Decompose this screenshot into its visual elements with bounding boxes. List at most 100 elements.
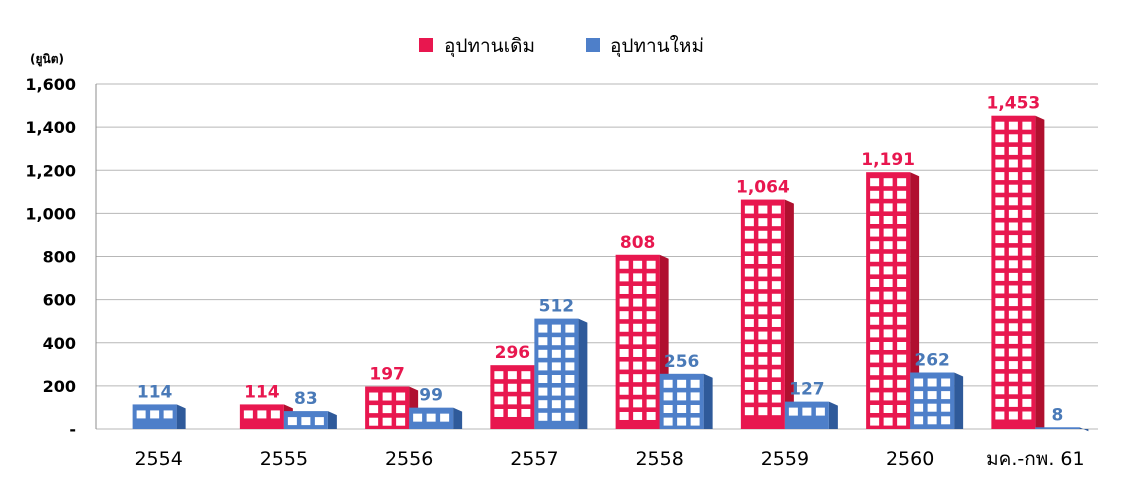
bar-window [771,243,781,252]
bar-window [257,410,267,419]
bar-window [744,344,754,353]
bar-window [758,331,768,340]
bar-window [369,392,379,401]
bar-window [995,197,1005,206]
x-axis-category-labels: 2554 2555 2556 2557 2558 2559 2560 มค.-กพ. 61 [134,448,1084,470]
y-tick-label: 800 [43,248,76,267]
bar-window [690,392,700,401]
bar-window [1008,386,1018,395]
data-label-series-0: 197 [369,365,405,385]
bar-window [995,235,1005,244]
bar-window [914,391,924,400]
bar-window [619,361,629,370]
bar-window [897,178,907,187]
bar-window [1022,260,1032,269]
y-axis-unit-label: (ยูนิต) [30,52,64,67]
bar-series-1 [659,373,713,429]
bar-window [883,203,893,212]
bar-window [633,386,643,395]
bar-window [883,190,893,199]
bar-window [1022,121,1032,130]
bar-window [565,375,575,383]
data-label-series-1: 83 [294,389,318,409]
y-tick-label: 1,200 [25,161,76,180]
bar-window [382,417,392,426]
bar-window [870,354,880,363]
bar-window [995,172,1005,181]
bar-window [619,399,629,408]
bar-window [538,400,548,409]
bar-window [883,316,893,325]
bar-window [663,405,673,413]
bar-window [744,407,754,416]
bar-window [744,205,754,214]
bar-window [565,349,575,358]
bar-window [633,298,643,307]
bar-window [1022,247,1032,256]
bar-window [744,255,754,264]
bar-window [758,268,768,277]
bar-window [802,407,812,416]
bar-window [619,336,629,345]
bar-window [1022,298,1032,307]
bar-window [870,379,880,388]
bar-window [538,337,548,346]
bar-window [382,392,392,401]
bar-window [633,323,643,332]
bar-series-0 [239,404,293,429]
bar-window [897,316,907,325]
bar-window [870,392,880,401]
bar-window [744,243,754,252]
bar-windows [136,410,173,419]
bar-side [910,172,920,430]
bar-window [941,403,951,412]
bar-window [1008,121,1018,130]
bar-windows [788,407,825,416]
bar-window [1022,285,1032,294]
bar-side [176,404,186,429]
bar-window [744,281,754,290]
y-tick-label: 1,600 [25,75,76,94]
bar-window [771,205,781,214]
bar-window [870,304,880,313]
bar-window [897,241,907,250]
bar-window [771,255,781,264]
bar-side [828,401,838,429]
bar-window [538,387,548,396]
bar-window [995,411,1005,420]
bar-window [771,293,781,302]
bar-window [1022,361,1032,370]
legend-label-series-1: อุปทานใหม่ [610,35,704,58]
bar-window [163,410,173,419]
gridlines [95,83,1098,430]
bar-window [744,293,754,302]
bar-window [646,311,656,320]
bar-window [507,383,517,392]
bar-window [1022,235,1032,244]
bar-series-1 [283,411,337,429]
bar-window [771,381,781,390]
bar-window [870,341,880,350]
bar-window [995,386,1005,395]
bar-window [677,392,687,401]
bar-window [565,362,575,371]
bar-window [565,387,575,396]
bar-window [494,396,504,405]
bar-window [995,398,1005,407]
x-category-label: 2560 [886,448,934,470]
bar-window [538,349,548,358]
bar-window [995,134,1005,143]
bar-window [646,348,656,357]
bar-window [870,404,880,413]
bar-window [1008,323,1018,332]
data-label-series-0: 1,191 [861,150,915,170]
bars [132,115,1089,432]
bar-windows [663,379,700,426]
bar-window [551,412,561,421]
bar-series-1 [132,404,186,429]
bar-window [646,273,656,282]
bar-window [941,391,951,400]
bar-window [995,348,1005,357]
bar-window [633,411,643,420]
data-label-series-1: 99 [419,386,443,406]
